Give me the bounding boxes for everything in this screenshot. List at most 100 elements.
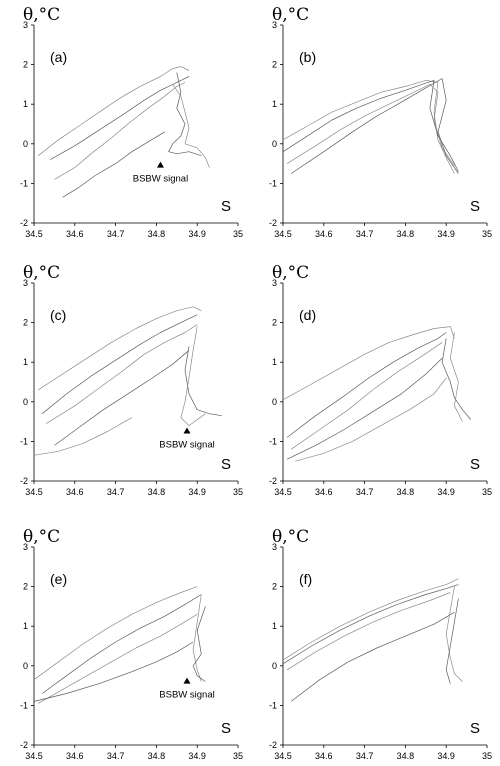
y-tick-label: -1 — [269, 178, 277, 188]
y-axis-label: θ,°C — [23, 5, 60, 25]
bsbw-marker-icon — [183, 677, 191, 684]
x-tick-label: 34.8 — [148, 751, 166, 761]
ts-profile-line — [54, 82, 186, 180]
ts-profile-line — [290, 611, 455, 702]
y-tick-label: -1 — [269, 700, 277, 710]
ts-profile-line — [46, 324, 198, 424]
x-tick-label: 34.5 — [274, 751, 292, 761]
y-tick-label: 3 — [23, 278, 28, 288]
panel-a: -2 -1 0 1 2 3 34.5 34.6 34.7 34.8 34.9 35 θ,°C (a) S BS… — [20, 5, 243, 239]
y-axis-label: θ,°C — [272, 263, 309, 283]
panel-label-f: (f) — [299, 571, 312, 587]
y-tick-label: -1 — [269, 436, 277, 446]
ts-profile-line — [282, 584, 459, 665]
y-tick-label: -1 — [20, 700, 28, 710]
ts-profile-line — [282, 80, 459, 172]
y-tick-label: 0 — [23, 661, 28, 671]
y-tick-label: -2 — [269, 476, 277, 486]
y-axis-label: θ,°C — [272, 527, 309, 547]
y-tick-label: -2 — [20, 740, 28, 750]
ts-profile-line — [286, 84, 455, 166]
ts-profile-line — [282, 578, 459, 661]
x-tick-label: 34.6 — [66, 487, 84, 497]
x-tick-label: 34.7 — [107, 487, 125, 497]
x-tick-label: 35 — [482, 751, 492, 761]
ts-profile-line — [168, 72, 202, 157]
x-tick-label: 35 — [233, 229, 243, 239]
ts-profile-line — [33, 641, 194, 702]
panel-label-e: (e) — [50, 571, 67, 587]
x-tick-label: 34.7 — [107, 751, 125, 761]
ts-profile-line — [192, 594, 202, 682]
ts-profile-line — [449, 332, 463, 422]
y-tick-label: 1 — [272, 99, 277, 109]
panel-c: -2 -1 0 1 2 3 34.5 34.6 34.7 34.8 34.9 35 θ,°C (c) S BS… — [20, 263, 243, 497]
x-axis-label: S — [470, 720, 480, 737]
y-tick-label: 0 — [23, 139, 28, 149]
ts-profile-line — [291, 78, 459, 174]
ts-profile-line — [180, 326, 206, 426]
y-tick-label: -2 — [20, 476, 28, 486]
bsbw-annotation: BSBW signal — [159, 440, 214, 451]
y-tick-label: 2 — [23, 318, 28, 328]
y-tick-label: -2 — [269, 218, 277, 228]
ts-profile-line — [62, 131, 165, 198]
x-tick-label: 34.7 — [356, 751, 374, 761]
ts-profile-line — [192, 606, 206, 682]
ts-profile-line — [33, 417, 133, 456]
y-tick-label: 1 — [272, 357, 277, 367]
x-tick-label: 34.9 — [437, 751, 455, 761]
y-tick-label: 1 — [23, 621, 28, 631]
x-tick-label: 34.8 — [148, 487, 166, 497]
y-axis-label: θ,°C — [23, 527, 60, 547]
y-tick-label: 3 — [23, 542, 28, 552]
y-tick-label: 3 — [23, 20, 28, 30]
ts-profile-line — [33, 586, 198, 680]
x-axis-label: S — [470, 198, 480, 215]
ts-profile-line — [441, 338, 471, 420]
x-tick-label: 34.6 — [315, 487, 333, 497]
x-tick-label: 35 — [233, 751, 243, 761]
ts-profile-line — [41, 314, 198, 414]
y-tick-label: 2 — [272, 582, 277, 592]
x-tick-label: 34.9 — [188, 487, 206, 497]
axis-lines — [282, 547, 487, 746]
ts-profile-line — [295, 377, 447, 462]
bsbw-marker-icon — [156, 161, 164, 168]
ts-profile-line — [286, 332, 447, 438]
y-tick-label: -2 — [20, 218, 28, 228]
ts-profile-line — [445, 586, 463, 682]
x-axis-label: S — [221, 456, 231, 473]
x-tick-label: 35 — [482, 487, 492, 497]
x-tick-label: 34.5 — [274, 229, 292, 239]
x-tick-label: 35 — [482, 229, 492, 239]
x-tick-label: 34.6 — [66, 229, 84, 239]
y-tick-label: 0 — [272, 661, 277, 671]
x-tick-label: 35 — [233, 487, 243, 497]
y-axis-label: θ,°C — [23, 263, 60, 283]
panel-label-d: (d) — [299, 307, 316, 323]
x-tick-label: 34.8 — [397, 487, 415, 497]
x-tick-label: 34.5 — [25, 229, 43, 239]
y-tick-label: 0 — [272, 139, 277, 149]
y-tick-label: 1 — [272, 621, 277, 631]
x-tick-label: 34.7 — [356, 487, 374, 497]
x-tick-label: 34.9 — [437, 487, 455, 497]
panel-label-b: (b) — [299, 49, 316, 65]
y-axis-label: θ,°C — [272, 5, 309, 25]
ts-profile-line — [54, 350, 190, 446]
ts-profile-line — [37, 614, 198, 704]
ts-profile-line — [286, 357, 443, 460]
x-tick-label: 34.7 — [356, 229, 374, 239]
ts-profile-line — [41, 594, 202, 694]
y-tick-label: 2 — [23, 582, 28, 592]
panel-f: -2 -1 0 1 2 3 34.5 34.6 34.7 34.8 34.9 35 θ,°C (f) S — [269, 527, 492, 761]
bsbw-annotation: BSBW signal — [133, 174, 188, 185]
x-axis-label: S — [221, 720, 231, 737]
ts-profile-line — [50, 76, 190, 160]
y-tick-label: -2 — [269, 740, 277, 750]
x-tick-label: 34.9 — [188, 229, 206, 239]
x-tick-label: 34.6 — [315, 751, 333, 761]
ts-profile-line — [291, 342, 443, 450]
ts-profile-line — [37, 306, 202, 391]
